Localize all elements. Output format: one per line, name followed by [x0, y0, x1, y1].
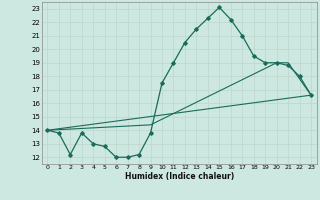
X-axis label: Humidex (Indice chaleur): Humidex (Indice chaleur): [124, 172, 234, 181]
